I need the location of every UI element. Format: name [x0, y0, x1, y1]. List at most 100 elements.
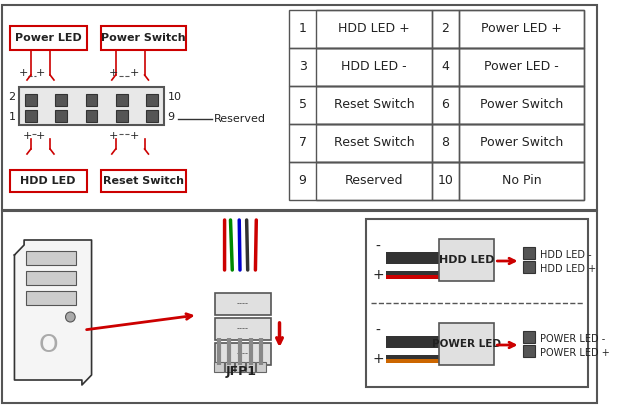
- Bar: [215, 343, 271, 365]
- Bar: [386, 355, 438, 359]
- Bar: [524, 261, 535, 273]
- Bar: [459, 86, 584, 124]
- Text: O: O: [39, 333, 58, 357]
- Bar: [459, 124, 584, 162]
- Text: +: +: [372, 268, 384, 282]
- Text: Reset Switch: Reset Switch: [333, 136, 414, 149]
- Text: Power LED: Power LED: [15, 33, 81, 43]
- Bar: [101, 170, 186, 192]
- Text: HDD LED -: HDD LED -: [341, 60, 407, 73]
- Text: 9: 9: [168, 112, 175, 122]
- Bar: [386, 256, 438, 260]
- Bar: [215, 293, 271, 315]
- Bar: [246, 362, 255, 372]
- Bar: [147, 94, 158, 106]
- Bar: [147, 110, 158, 122]
- Text: 3: 3: [299, 60, 307, 73]
- Bar: [2, 5, 597, 210]
- Bar: [386, 340, 438, 344]
- Bar: [214, 362, 224, 372]
- Text: +: +: [19, 68, 28, 78]
- Text: +: +: [372, 352, 384, 366]
- Text: 2: 2: [442, 23, 449, 36]
- Bar: [459, 48, 584, 86]
- Text: Power Switch: Power Switch: [480, 136, 563, 149]
- Text: Power Switch: Power Switch: [480, 98, 563, 111]
- Text: Power LED +: Power LED +: [481, 23, 562, 36]
- Text: 1: 1: [9, 112, 16, 122]
- Text: +: +: [22, 131, 32, 141]
- Bar: [316, 124, 432, 162]
- Text: HDD LED: HDD LED: [20, 176, 76, 186]
- Bar: [289, 124, 584, 162]
- Bar: [19, 87, 164, 125]
- Bar: [316, 86, 432, 124]
- Text: POWER LED +: POWER LED +: [540, 348, 609, 358]
- Bar: [86, 110, 97, 122]
- Bar: [116, 94, 128, 106]
- Circle shape: [66, 312, 75, 322]
- Text: Reserved: Reserved: [345, 175, 403, 188]
- Text: 9: 9: [299, 175, 307, 188]
- Bar: [438, 323, 494, 365]
- Text: ----: ----: [237, 300, 249, 309]
- Bar: [524, 247, 535, 259]
- Bar: [289, 48, 584, 86]
- Text: Power Switch: Power Switch: [101, 33, 186, 43]
- Text: 4: 4: [442, 60, 449, 73]
- Bar: [366, 219, 588, 387]
- Bar: [101, 26, 186, 50]
- Bar: [289, 48, 584, 86]
- Bar: [10, 170, 87, 192]
- Bar: [459, 162, 584, 200]
- Text: JFP1: JFP1: [225, 365, 256, 378]
- Bar: [432, 10, 459, 48]
- Text: +: +: [109, 131, 119, 141]
- Text: +: +: [130, 68, 140, 78]
- Bar: [289, 124, 584, 162]
- Bar: [289, 162, 584, 200]
- Bar: [256, 362, 266, 372]
- Bar: [116, 110, 128, 122]
- Text: HDD LED -: HDD LED -: [540, 250, 591, 260]
- Text: 6: 6: [442, 98, 449, 111]
- Bar: [438, 239, 494, 281]
- Text: Reset Switch: Reset Switch: [333, 98, 414, 111]
- Bar: [386, 271, 438, 275]
- Bar: [432, 124, 459, 162]
- Bar: [26, 271, 76, 285]
- Text: 2: 2: [8, 92, 16, 102]
- Text: Power LED -: Power LED -: [484, 60, 559, 73]
- Text: 1: 1: [299, 23, 307, 36]
- Bar: [386, 252, 438, 256]
- Bar: [25, 94, 37, 106]
- Bar: [215, 318, 271, 340]
- Bar: [386, 359, 438, 363]
- Polygon shape: [14, 240, 91, 385]
- Bar: [25, 110, 37, 122]
- Bar: [386, 336, 438, 340]
- Text: -: -: [375, 240, 380, 254]
- Text: 5: 5: [299, 98, 307, 111]
- Text: HDD LED +: HDD LED +: [540, 264, 596, 274]
- Bar: [316, 48, 432, 86]
- Text: HDD LED: HDD LED: [438, 255, 494, 265]
- Text: +: +: [36, 68, 45, 78]
- Bar: [86, 94, 97, 106]
- Text: POWER LED -: POWER LED -: [540, 334, 605, 344]
- Bar: [432, 48, 459, 86]
- Bar: [459, 10, 584, 48]
- Text: 7: 7: [299, 136, 307, 149]
- Text: ----: ----: [237, 324, 249, 333]
- Text: 8: 8: [442, 136, 449, 149]
- Bar: [55, 94, 67, 106]
- Bar: [289, 10, 584, 48]
- Text: +: +: [130, 131, 140, 141]
- Bar: [55, 110, 67, 122]
- Bar: [10, 26, 87, 50]
- Bar: [432, 162, 459, 200]
- Bar: [386, 260, 438, 264]
- Bar: [289, 86, 584, 124]
- Bar: [225, 362, 234, 372]
- Text: No Pin: No Pin: [502, 175, 542, 188]
